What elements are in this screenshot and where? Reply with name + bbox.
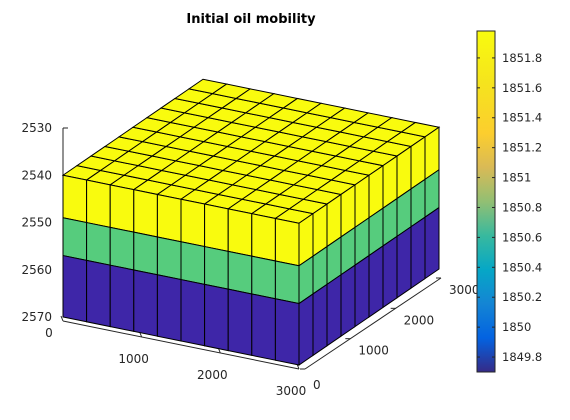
colorbar-tick-label: 1850.2	[502, 290, 542, 304]
grid-cell-side	[368, 245, 384, 318]
grid-cell-side	[312, 283, 328, 357]
grid-cell-front	[109, 264, 135, 333]
z-tick-label: 2540	[21, 168, 52, 182]
x-tick-label: 0	[45, 326, 53, 340]
y-tick-label: 1000	[358, 344, 389, 358]
grid-cell-front	[251, 213, 276, 262]
x-tick-label: 3000	[276, 384, 307, 398]
grid-cell-front	[180, 198, 206, 248]
grid-cell-front	[86, 221, 111, 266]
grid-cell-front	[227, 250, 253, 295]
z-tick-label: 2530	[21, 121, 52, 135]
grid-cell-front	[251, 293, 276, 361]
grid-cell-front	[274, 298, 300, 366]
grid-cell-front	[156, 236, 182, 281]
grid-cell-side	[396, 225, 412, 299]
grid-cell-side	[340, 264, 356, 338]
grid-cell-front	[86, 259, 111, 328]
grid-cell-front	[204, 283, 229, 352]
grid-cell-side	[298, 293, 314, 366]
colorbar-tick-label: 1851.8	[502, 51, 542, 65]
x-tick-mark	[60, 315, 64, 322]
grid-cell-front	[156, 193, 182, 243]
grid-cell-side	[410, 216, 426, 290]
colorbar-tick-label: 1850	[502, 320, 531, 334]
grid-cell-side	[424, 206, 440, 280]
x-tick-label: 1000	[118, 352, 149, 366]
colorbar-tick-label: 1850.6	[502, 230, 542, 244]
grid-cell-front	[62, 254, 88, 323]
grid-cell-side	[382, 235, 398, 309]
y-axis-line	[304, 277, 442, 370]
colorbar-tick-label: 1851.4	[502, 111, 542, 125]
x-axis-line	[62, 320, 300, 370]
grid-cell-front	[274, 260, 300, 305]
colorbar-gradient	[476, 30, 496, 373]
colorbar-tick-label: 1850.8	[502, 200, 542, 214]
y-tick-label: 3000	[449, 283, 480, 297]
grid-cell-front	[133, 189, 158, 238]
grid-cell-front	[180, 241, 206, 285]
grid-cell-front	[156, 274, 182, 342]
grid-cells	[61, 78, 441, 366]
colorbar-tick-label: 1851.6	[502, 81, 542, 95]
z-tick-label: 2570	[21, 310, 52, 324]
grid-cell-front	[227, 208, 253, 257]
grid-cell-front	[109, 226, 135, 271]
grid-cell-front	[62, 174, 88, 224]
grid-cell-front	[180, 278, 206, 347]
grid-cell-front	[274, 217, 300, 267]
grid-cell-front	[133, 231, 158, 276]
grid-cell-front	[251, 255, 276, 300]
colorbar-tick-label: 1851.2	[502, 141, 542, 155]
grid-cell-front	[109, 184, 135, 233]
z-tick-label: 2550	[21, 216, 52, 230]
x-tick-label: 2000	[197, 368, 228, 382]
colorbar: 1851.8 1851.6 1851.4 1851.2 1851 1850.8 1850.6…	[476, 30, 542, 373]
grid-cell-front	[62, 217, 88, 261]
y-tick-label: 0	[313, 378, 321, 392]
z-tick-label: 2560	[21, 263, 52, 277]
y-tick-label: 2000	[404, 313, 435, 327]
colorbar-tick-label: 1850.4	[502, 260, 542, 274]
colorbar-tick-label: 1849.8	[502, 350, 542, 364]
grid-cell-front	[86, 179, 111, 228]
grid-cell-front	[204, 245, 229, 290]
colorbar-tick-label: 1851	[502, 171, 531, 185]
grid-cell-front	[227, 288, 253, 357]
grid-cell-front	[133, 269, 158, 337]
grid-cell-side	[354, 254, 370, 328]
chart-title: Initial oil mobility	[186, 12, 316, 27]
grid-cell-front	[204, 203, 229, 252]
grid-cell-side	[326, 273, 342, 347]
